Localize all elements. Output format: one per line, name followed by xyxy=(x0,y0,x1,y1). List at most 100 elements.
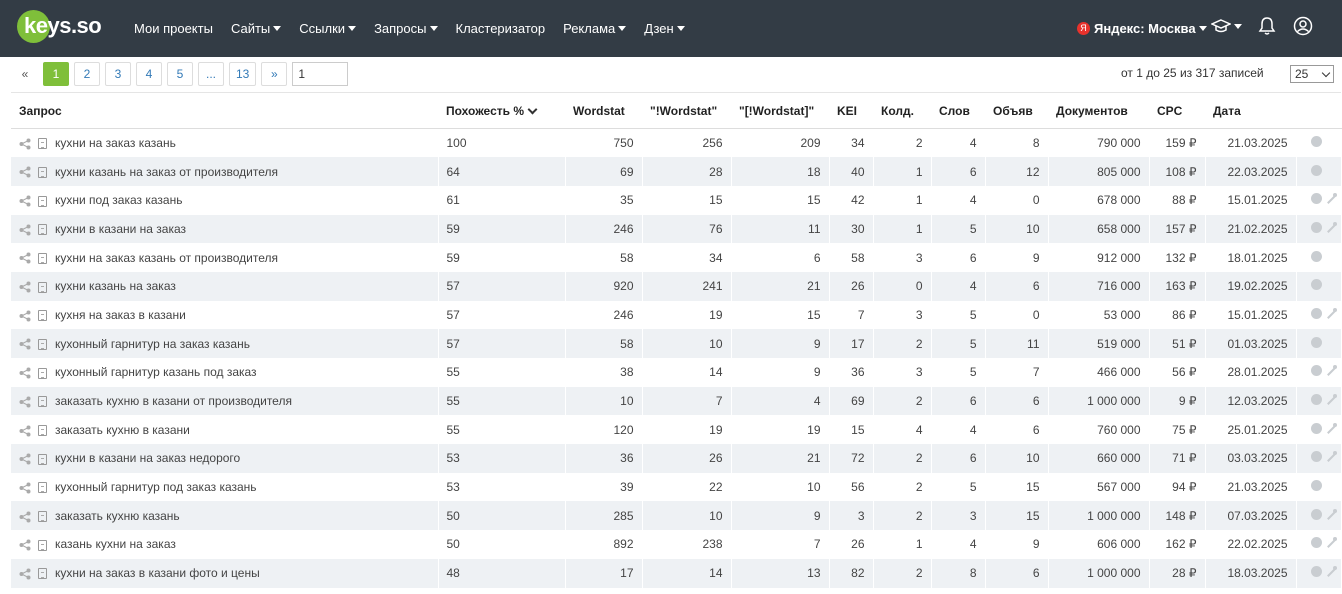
globe-icon[interactable] xyxy=(1310,250,1322,262)
page-button[interactable]: 4 xyxy=(136,62,162,86)
document-icon[interactable] xyxy=(38,195,47,207)
col-ads-header[interactable]: Объяв xyxy=(985,92,1048,129)
document-icon[interactable] xyxy=(38,396,47,408)
globe-icon[interactable] xyxy=(1310,394,1322,406)
share-icon[interactable] xyxy=(19,338,31,350)
document-icon[interactable] xyxy=(38,511,47,523)
magic-wand-icon[interactable] xyxy=(1326,566,1337,577)
query-text[interactable]: кухня на заказ в казани xyxy=(55,307,186,322)
notifications-button[interactable] xyxy=(1258,14,1276,38)
magic-wand-icon[interactable] xyxy=(1326,365,1337,376)
globe-icon[interactable] xyxy=(1310,221,1322,233)
globe-icon[interactable] xyxy=(1310,136,1322,148)
share-icon[interactable] xyxy=(19,482,31,494)
query-text[interactable]: кухни в казани на заказ недорого xyxy=(55,451,241,466)
nav-item[interactable]: Кластеризатор xyxy=(456,21,546,36)
globe-icon[interactable] xyxy=(1310,537,1322,549)
globe-icon[interactable] xyxy=(1310,279,1322,291)
nav-item[interactable]: Запросы xyxy=(374,21,438,36)
page-button[interactable]: ... xyxy=(198,62,224,86)
document-icon[interactable] xyxy=(38,281,47,293)
query-text[interactable]: заказать кухню в казани xyxy=(55,422,190,437)
share-icon[interactable] xyxy=(19,281,31,293)
document-icon[interactable] xyxy=(38,166,47,178)
query-text[interactable]: кухонный гарнитур под заказ казань xyxy=(55,480,257,495)
query-text[interactable]: кухни на заказ казань xyxy=(55,136,176,151)
col-wordstat-header[interactable]: Wordstat xyxy=(565,92,642,129)
share-icon[interactable] xyxy=(19,511,31,523)
page-button[interactable]: 5 xyxy=(167,62,193,86)
share-icon[interactable] xyxy=(19,367,31,379)
education-menu[interactable] xyxy=(1211,14,1242,38)
globe-icon[interactable] xyxy=(1310,566,1322,578)
globe-icon[interactable] xyxy=(1310,422,1322,434)
col-phrase-wordstat-header[interactable]: "[!Wordstat]" xyxy=(731,92,829,129)
document-icon[interactable] xyxy=(38,482,47,494)
document-icon[interactable] xyxy=(38,138,47,150)
nav-item[interactable]: Мои проекты xyxy=(134,21,213,36)
nav-item[interactable]: Сайты xyxy=(231,21,282,36)
share-icon[interactable] xyxy=(19,195,31,207)
user-menu-button[interactable] xyxy=(1293,14,1313,38)
query-text[interactable]: кухни под заказ казань xyxy=(55,193,183,208)
col-words-header[interactable]: Слов xyxy=(931,92,985,129)
magic-wand-icon[interactable] xyxy=(1326,221,1337,233)
sort-desc-icon[interactable] xyxy=(527,104,538,115)
col-query-header[interactable]: Запрос xyxy=(11,92,438,129)
document-icon[interactable] xyxy=(38,338,47,350)
globe-icon[interactable] xyxy=(1310,508,1322,520)
query-text[interactable]: кухонный гарнитур казань под заказ xyxy=(55,365,257,380)
page-button[interactable]: 13 xyxy=(229,62,257,86)
share-icon[interactable] xyxy=(19,310,31,322)
document-icon[interactable] xyxy=(38,568,47,580)
page-button[interactable]: 1 xyxy=(43,62,69,86)
document-icon[interactable] xyxy=(38,367,47,379)
document-icon[interactable] xyxy=(38,453,47,465)
globe-icon[interactable] xyxy=(1310,193,1322,205)
query-text[interactable]: кухни в казани на заказ xyxy=(55,221,187,236)
col-similarity-header[interactable]: Похожесть % xyxy=(438,92,565,129)
globe-icon[interactable] xyxy=(1310,307,1322,319)
share-icon[interactable] xyxy=(19,568,31,580)
globe-icon[interactable] xyxy=(1310,451,1322,463)
col-date-header[interactable]: Дата xyxy=(1205,92,1296,129)
nav-item[interactable]: Дзен xyxy=(644,21,685,36)
share-icon[interactable] xyxy=(19,396,31,408)
query-text[interactable]: казань кухни на заказ xyxy=(55,537,176,552)
magic-wand-icon[interactable] xyxy=(1326,394,1337,405)
document-icon[interactable] xyxy=(38,425,47,437)
nav-item[interactable]: Ссылки xyxy=(299,21,357,36)
magic-wand-icon[interactable] xyxy=(1326,508,1337,520)
nav-item[interactable]: Реклама xyxy=(563,21,627,36)
share-icon[interactable] xyxy=(19,539,31,551)
query-text[interactable]: кухни казань на заказ xyxy=(55,279,176,294)
share-icon[interactable] xyxy=(19,453,31,465)
query-text[interactable]: заказать кухню в казани от производителя xyxy=(55,394,292,409)
globe-icon[interactable] xyxy=(1310,365,1322,377)
logo[interactable]: keys.so xyxy=(17,10,107,44)
next-page-button[interactable]: » xyxy=(261,62,288,86)
col-exact-wordstat-header[interactable]: "!Wordstat" xyxy=(642,92,731,129)
globe-icon[interactable] xyxy=(1310,164,1322,176)
prev-page-button[interactable]: « xyxy=(12,62,38,86)
document-icon[interactable] xyxy=(38,224,47,236)
globe-icon[interactable] xyxy=(1310,480,1322,492)
magic-wand-icon[interactable] xyxy=(1326,307,1337,319)
magic-wand-icon[interactable] xyxy=(1326,193,1337,204)
magic-wand-icon[interactable] xyxy=(1326,422,1337,434)
magic-wand-icon[interactable] xyxy=(1326,537,1337,548)
share-icon[interactable] xyxy=(19,138,31,150)
share-icon[interactable] xyxy=(19,425,31,437)
globe-icon[interactable] xyxy=(1310,336,1322,348)
document-icon[interactable] xyxy=(38,539,47,551)
region-selector[interactable]: Я Яндекс: Москва xyxy=(1077,0,1207,57)
query-text[interactable]: кухонный гарнитур на заказ казань xyxy=(55,336,250,351)
goto-page-input[interactable] xyxy=(292,62,349,86)
col-competition-header[interactable]: Колд. xyxy=(873,92,931,129)
document-icon[interactable] xyxy=(38,252,47,264)
per-page-select[interactable]: 25 xyxy=(1290,65,1334,83)
share-icon[interactable] xyxy=(19,252,31,264)
query-text[interactable]: кухни на заказ казань от производителя xyxy=(55,250,278,265)
share-icon[interactable] xyxy=(19,166,31,178)
magic-wand-icon[interactable] xyxy=(1326,451,1337,462)
